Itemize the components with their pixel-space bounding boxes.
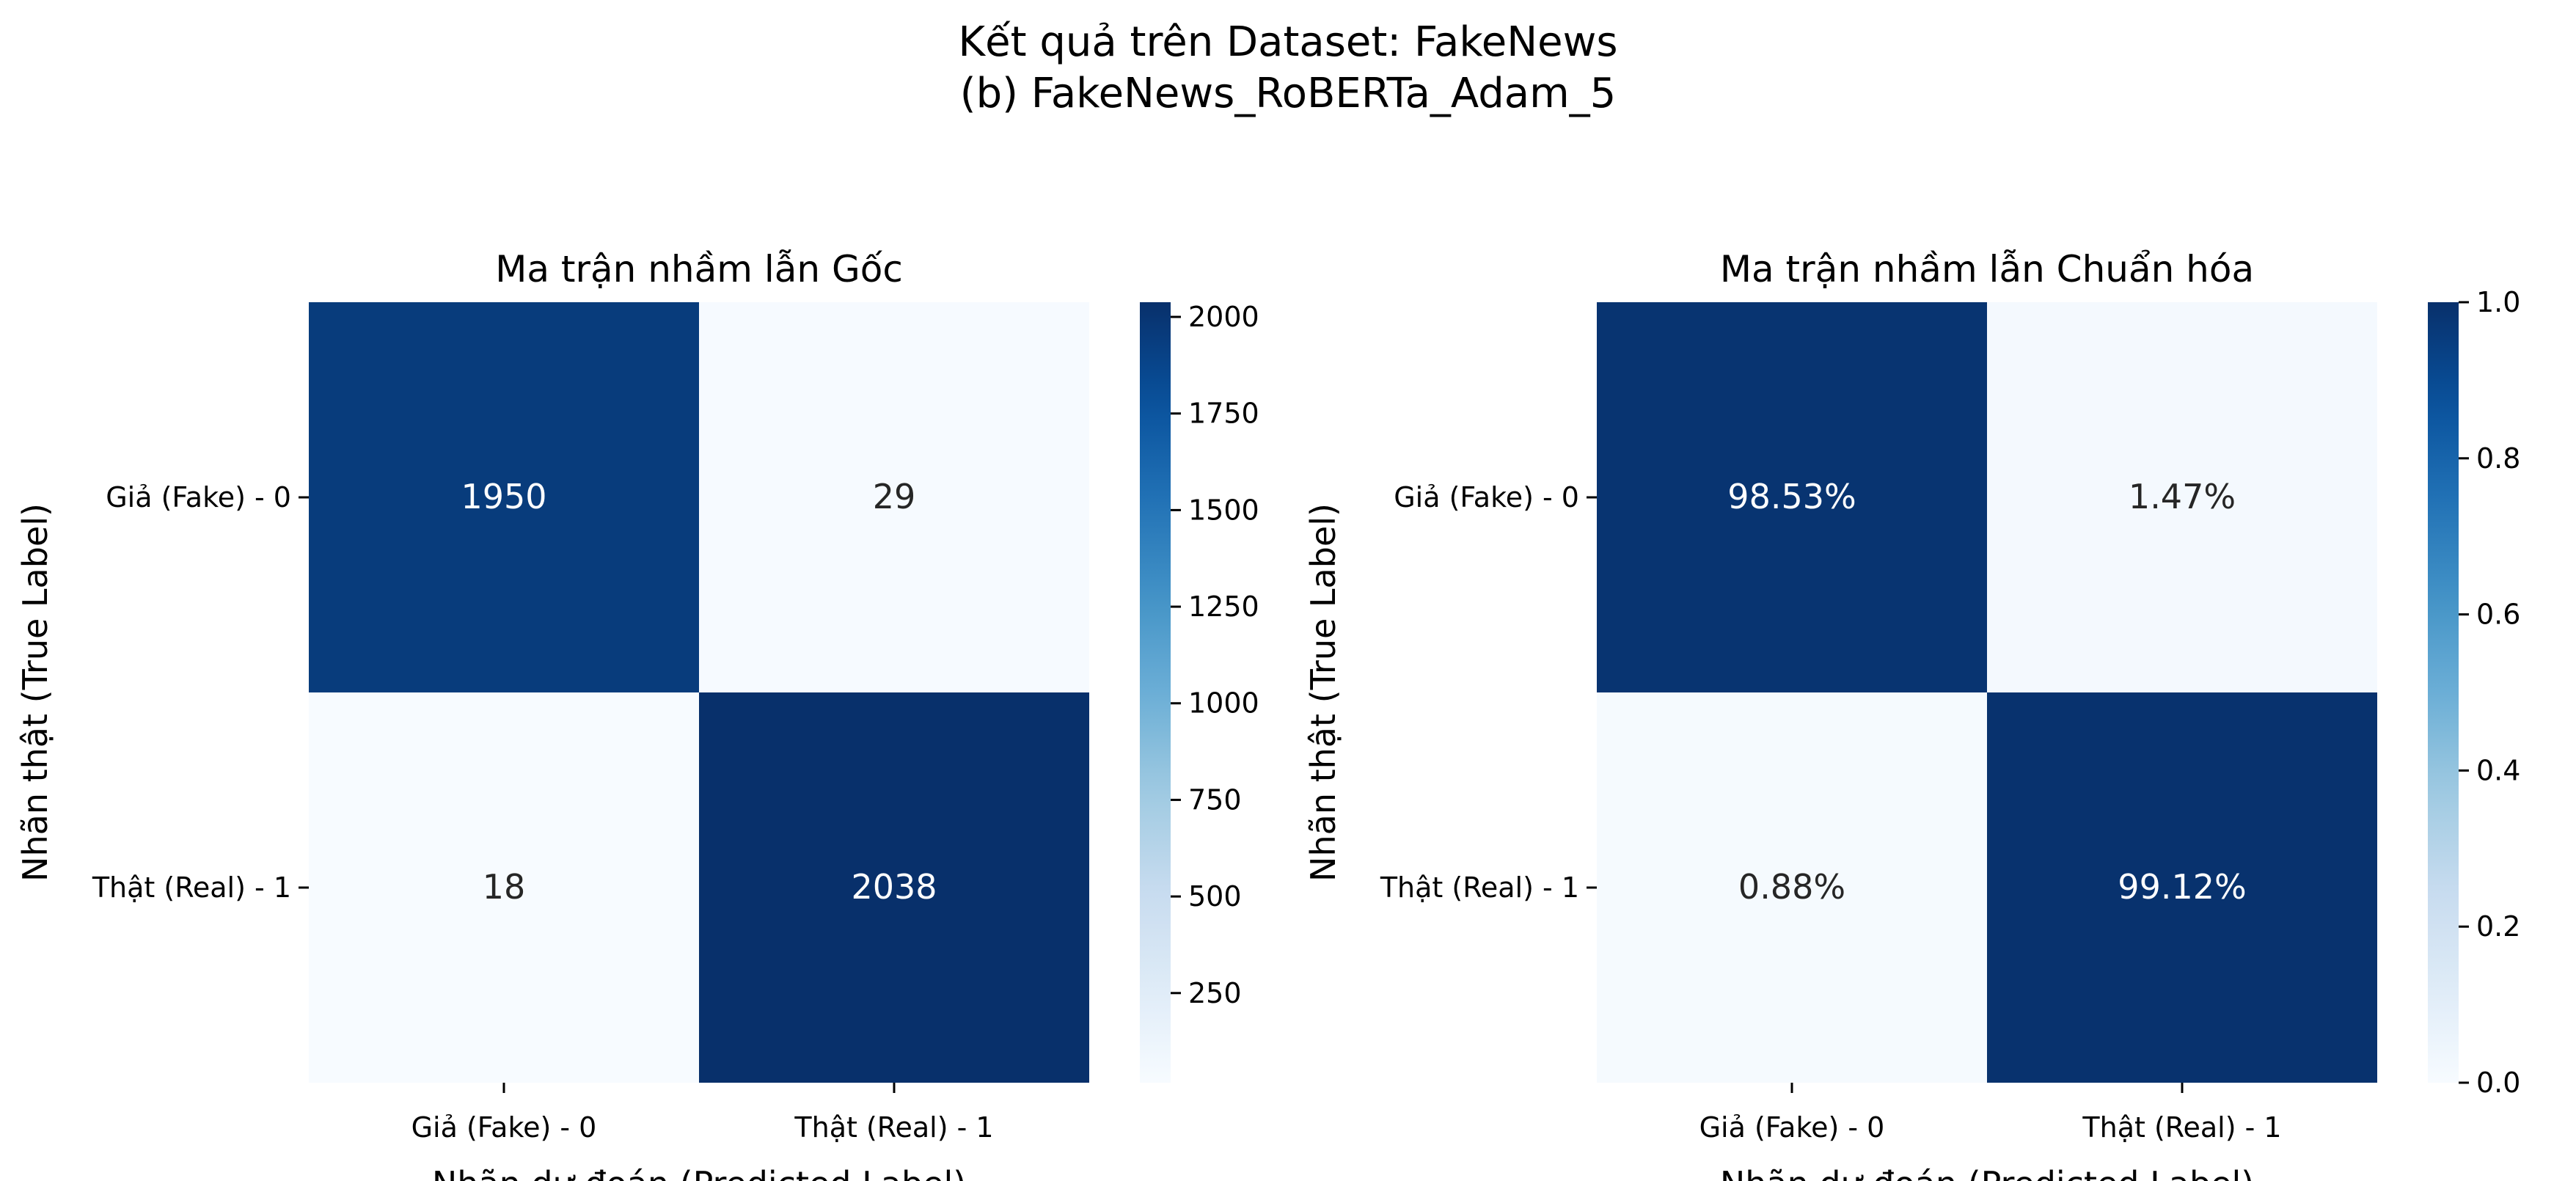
colorbar-tick-label: 1000 xyxy=(1188,687,1259,720)
heatmap-cell xyxy=(309,302,699,692)
heatmap-cell xyxy=(1597,692,1987,1083)
cell-label: 98.53% xyxy=(1727,477,1856,516)
x-axis-label: Nhãn dự đoán (Predicted Label) xyxy=(432,1164,966,1181)
colorbar-tick-label: 0.8 xyxy=(2476,442,2520,475)
x-tick-label: Thật (Real) - 1 xyxy=(794,1111,993,1144)
cell-label: 1950 xyxy=(461,477,546,516)
confusion-matrix-raw: Ma trận nhầm lẫn Gốc 1950 29 18 2038 Giả (Fak… xyxy=(15,248,1259,1181)
figure-title: Kết quả trên Dataset: FakeNews xyxy=(958,18,1618,66)
x-tick-label: Thật (Real) - 1 xyxy=(2082,1111,2281,1144)
colorbar-tick-label: 2000 xyxy=(1188,301,1259,333)
y-tick-label: Giả (Fake) - 0 xyxy=(106,481,291,513)
colorbar xyxy=(2428,302,2459,1083)
heatmap-cell xyxy=(1987,302,2377,692)
heatmap-cell xyxy=(309,692,699,1083)
colorbar-tick-label: 1750 xyxy=(1188,398,1259,430)
y-tick-label: Thật (Real) - 1 xyxy=(1380,871,1579,904)
cell-label: 29 xyxy=(873,477,916,516)
confusion-matrix-normalized: Ma trận nhầm lẫn Chuẩn hóa 98.53% 1.47% 0.8… xyxy=(1303,248,2520,1181)
heatmap-cell xyxy=(1987,692,2377,1083)
x-tick-label: Giả (Fake) - 0 xyxy=(411,1111,597,1144)
y-tick-label: Giả (Fake) - 0 xyxy=(1394,481,1579,513)
colorbar-tick-label: 0.2 xyxy=(2476,910,2520,943)
x-axis-label: Nhãn dự đoán (Predicted Label) xyxy=(1720,1164,2254,1181)
y-axis-label: Nhãn thật (True Label) xyxy=(1303,503,1343,882)
cell-label: 1.47% xyxy=(2129,477,2236,516)
colorbar-tick-label: 500 xyxy=(1188,880,1242,913)
y-tick-label: Thật (Real) - 1 xyxy=(92,871,291,904)
colorbar-tick-label: 750 xyxy=(1188,783,1242,816)
cell-label: 99.12% xyxy=(2118,867,2246,907)
heatmap-cell xyxy=(1597,302,1987,692)
colorbar-tick-label: 1500 xyxy=(1188,494,1259,526)
colorbar xyxy=(1140,302,1171,1083)
colorbar-tick-label: 250 xyxy=(1188,977,1242,1009)
figure-subtitle: (b) FakeNews_RoBERTa_Adam_5 xyxy=(959,70,1617,117)
colorbar-tick-label: 0.6 xyxy=(2476,599,2520,631)
heatmap-cell xyxy=(699,692,1089,1083)
colorbar-tick-label: 0.0 xyxy=(2476,1067,2520,1099)
cell-label: 0.88% xyxy=(1738,867,1845,907)
colorbar-tick-label: 1250 xyxy=(1188,590,1259,623)
colorbar-tick-label: 0.4 xyxy=(2476,754,2520,786)
colorbar-tick-label: 1.0 xyxy=(2476,286,2520,318)
chart-title: Ma trận nhầm lẫn Chuẩn hóa xyxy=(1720,248,2254,290)
y-axis-label: Nhãn thật (True Label) xyxy=(15,503,55,882)
x-tick-label: Giả (Fake) - 0 xyxy=(1699,1111,1885,1144)
chart-title: Ma trận nhầm lẫn Gốc xyxy=(495,248,903,290)
cell-label: 18 xyxy=(483,867,526,907)
heatmap-cell xyxy=(699,302,1089,692)
cell-label: 2038 xyxy=(851,867,937,907)
